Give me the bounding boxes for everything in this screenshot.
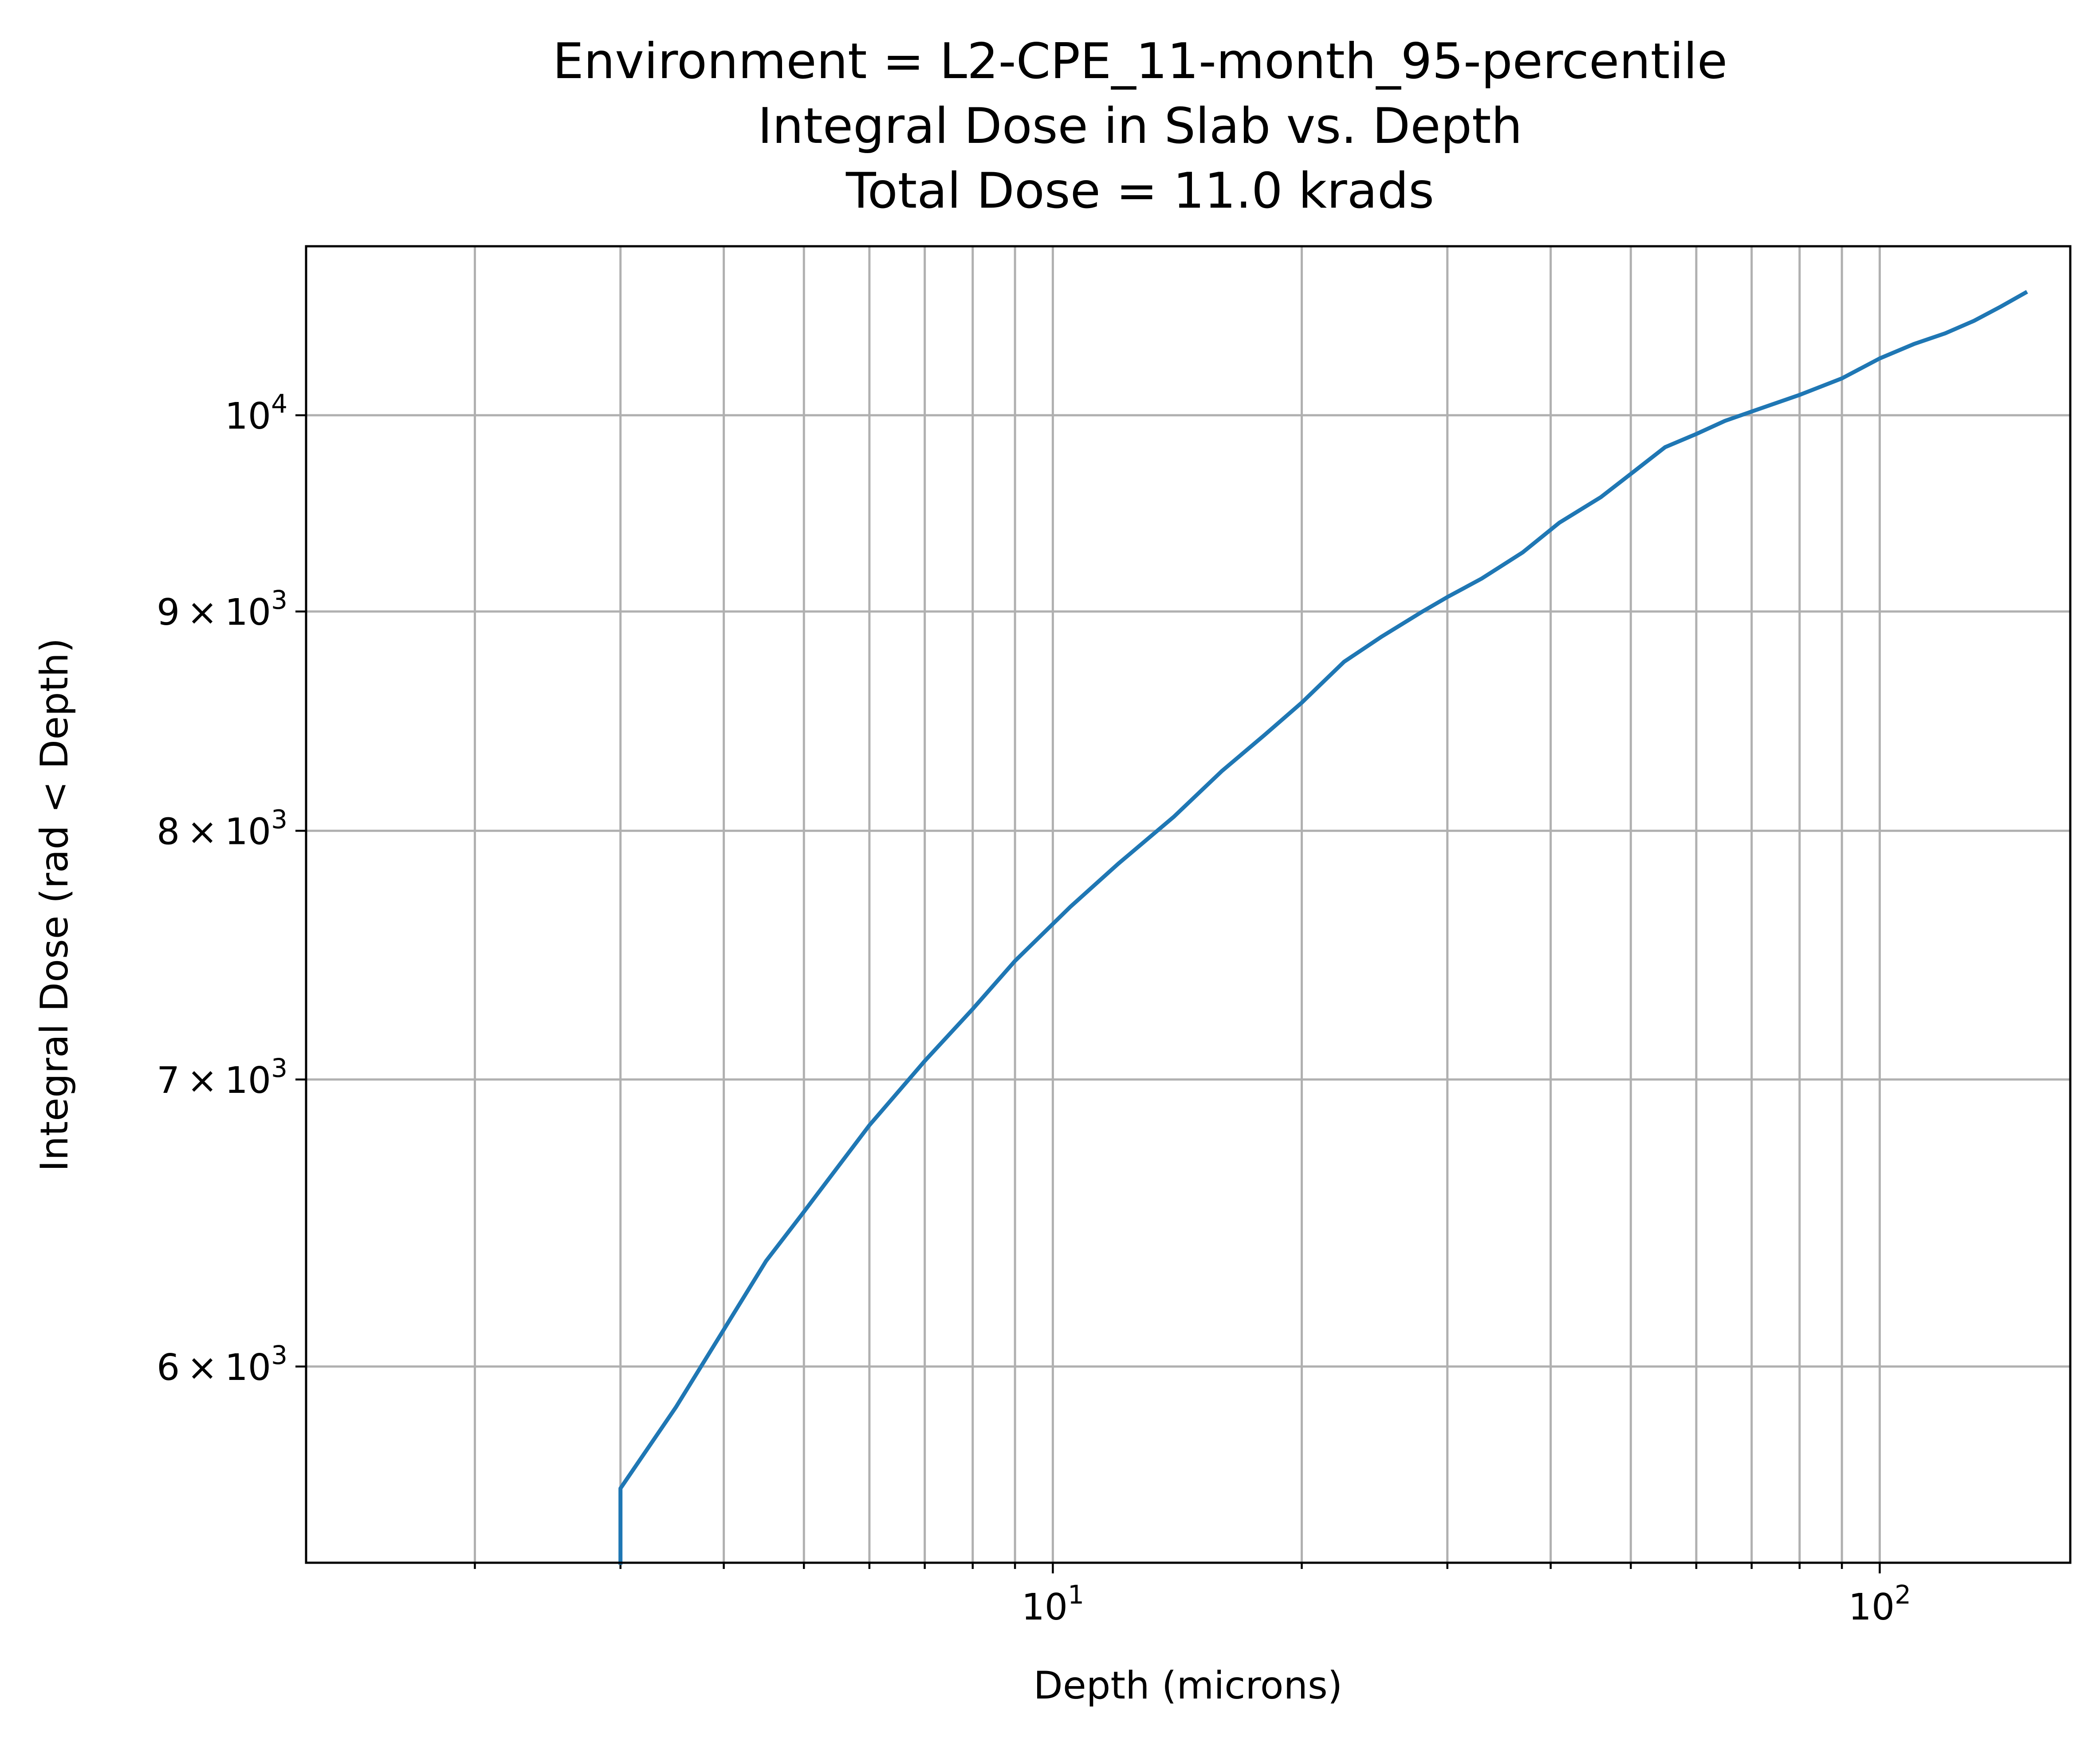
plot-frame (305, 245, 2072, 1564)
grid-lines (306, 246, 2070, 1563)
chart-title-line-3: Total Dose = 11.0 krads (846, 162, 1434, 220)
y-tick-label: 7 × 103 (157, 1053, 287, 1102)
y-axis-label: Integral Dose (rad < Depth) (32, 638, 77, 1172)
axis-ticks: 101 102 6 × 103 7 × 103 8 × 103 9 × 103 104 (157, 389, 1911, 1628)
chart-title-line-2: Integral Dose in Slab vs. Depth (758, 98, 1522, 155)
x-tick-label: 101 (1022, 1580, 1084, 1628)
series-layer (618, 290, 2028, 1565)
chart-title-line-1: Environment = L2-CPE_11-month_95-percent… (553, 33, 1727, 90)
y-tick-label: 8 × 103 (157, 804, 287, 853)
x-axis-label: Depth (microns) (1034, 1663, 1343, 1708)
series-line-0 (618, 290, 2028, 1565)
x-tick-label: 102 (1848, 1580, 1911, 1628)
y-tick-label: 6 × 103 (157, 1340, 287, 1389)
y-tick-label: 9 × 103 (157, 585, 287, 634)
y-tick-label: 104 (225, 389, 287, 437)
